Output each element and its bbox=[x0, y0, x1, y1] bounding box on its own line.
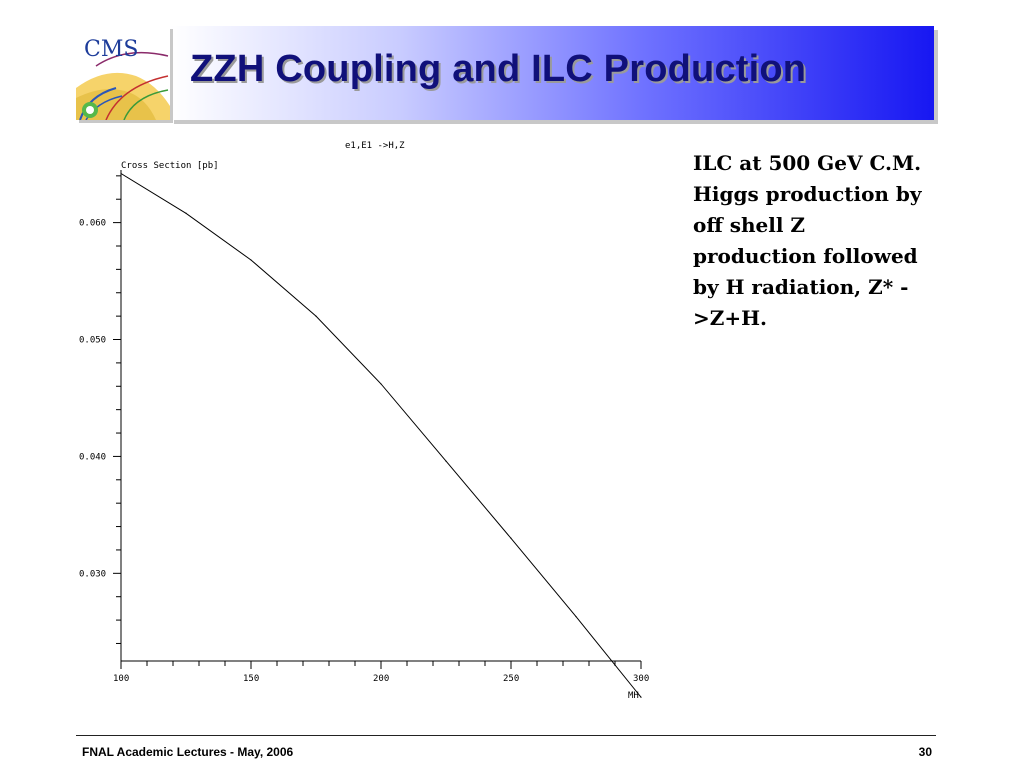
x-tick-label: 300 bbox=[633, 674, 649, 684]
data-point bbox=[185, 212, 187, 214]
x-axis-label: MH bbox=[628, 691, 639, 701]
chart-title: e1,E1 ->H,Z bbox=[345, 141, 405, 151]
y-tick-label: 0.030 bbox=[79, 569, 106, 579]
data-point bbox=[380, 383, 382, 385]
data-point bbox=[315, 315, 317, 317]
x-tick-label: 100 bbox=[113, 674, 129, 684]
footer-text: FNAL Academic Lectures - May, 2006 bbox=[82, 745, 294, 759]
footer-divider bbox=[76, 735, 936, 736]
page-number: 30 bbox=[918, 745, 932, 759]
y-axis-label: Cross Section [pb] bbox=[121, 161, 219, 171]
title-bar bbox=[170, 26, 934, 120]
y-tick-label: 0.060 bbox=[79, 219, 106, 229]
data-point bbox=[445, 460, 447, 462]
description-text: ILC at 500 GeV C.M. Higgs production by … bbox=[693, 151, 922, 330]
data-point bbox=[120, 172, 122, 175]
y-tick-label: 0.050 bbox=[79, 336, 106, 346]
x-tick-label: 200 bbox=[373, 674, 389, 684]
data-point bbox=[250, 259, 252, 261]
slide-title: ZZH Coupling and ILC Production bbox=[190, 48, 807, 90]
cross-section-chart: e1,E1 ->H,Z Cross Section [pb] MH 0.060 0… bbox=[60, 130, 660, 710]
series-line bbox=[120, 173, 642, 698]
logo-text: CMS bbox=[84, 37, 138, 62]
x-tick-label: 250 bbox=[503, 674, 519, 684]
data-point bbox=[575, 615, 577, 618]
data-point bbox=[640, 696, 642, 698]
cms-logo: CMS bbox=[76, 26, 170, 121]
x-tick-label: 150 bbox=[243, 674, 259, 684]
y-tick-label: 0.040 bbox=[79, 452, 106, 462]
data-point bbox=[510, 537, 512, 539]
